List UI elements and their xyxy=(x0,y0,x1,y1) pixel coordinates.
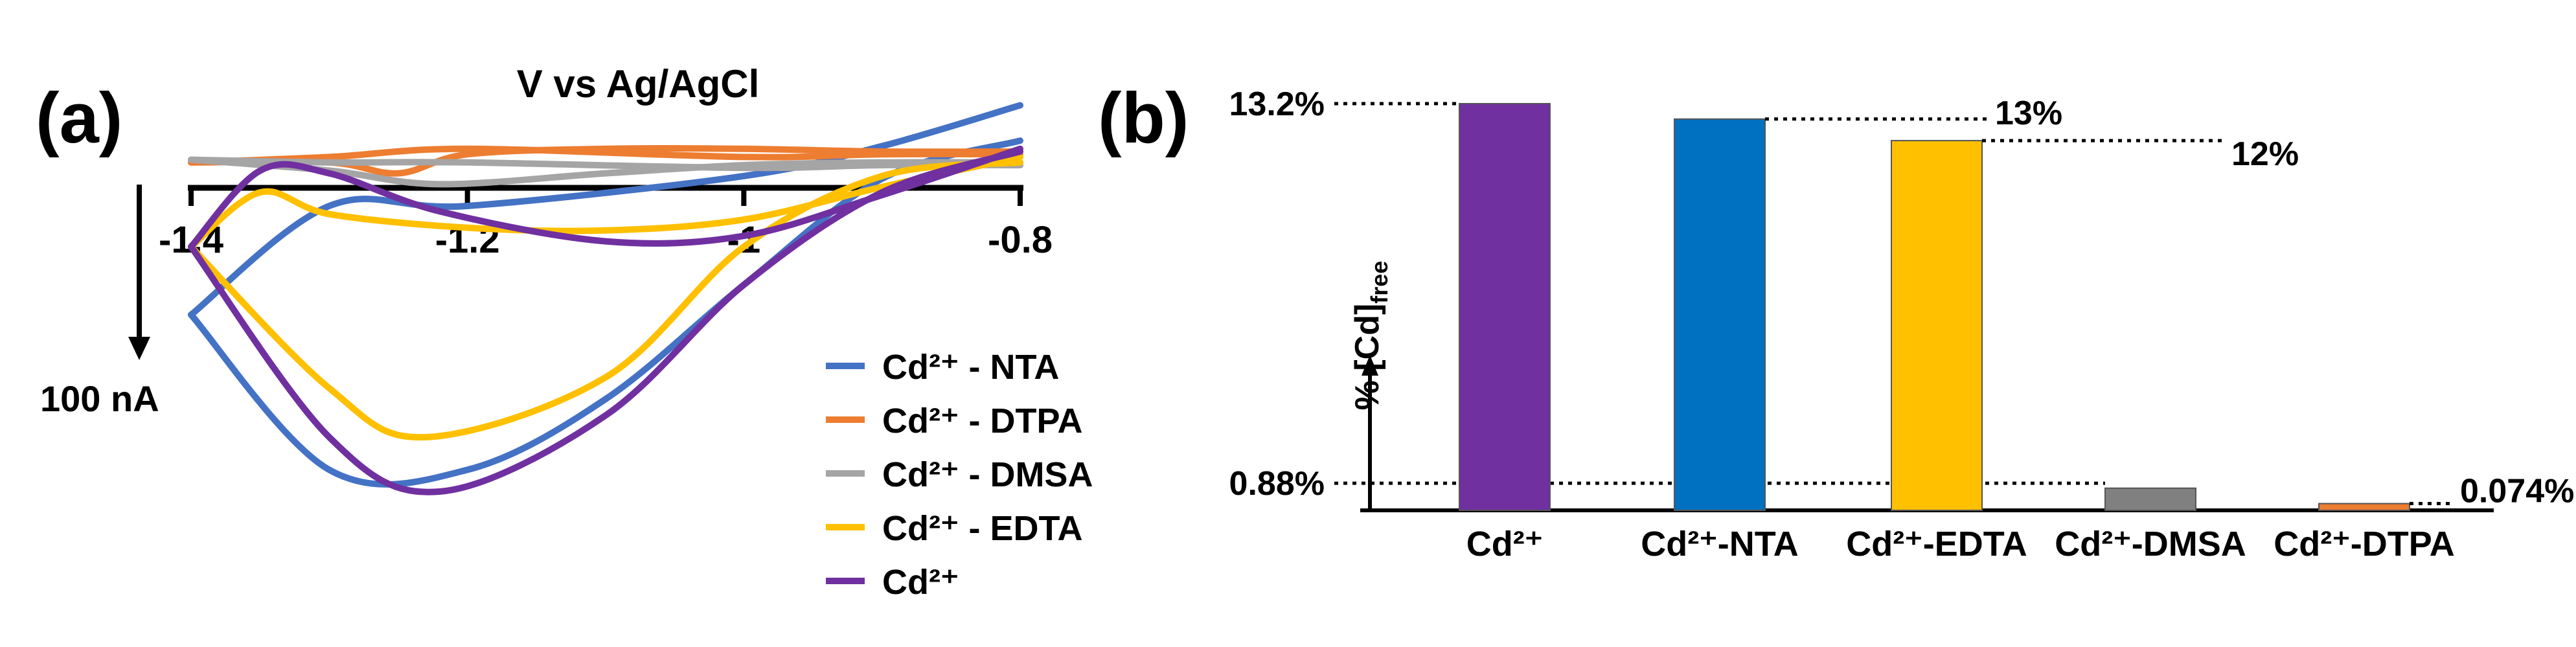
category-label: Cd²⁺-DTPA xyxy=(2274,525,2454,563)
panel-a-cyclic-voltammogram: (a) V vs Ag/AgCl -1.4 -1.2 -1 -0.8 100 nA C… xyxy=(36,62,1093,602)
bar xyxy=(2318,503,2410,511)
panel-a-x-axis-title: V vs Ag/AgCl xyxy=(517,62,760,106)
legend: Cd²⁺ - NTA Cd²⁺ - DTPA Cd²⁺ - DMSA Cd²⁺ - E… xyxy=(826,348,1093,602)
cv-curve-reverse xyxy=(188,137,1023,488)
y-axis-title-sub: free xyxy=(1366,261,1393,304)
value-label: 13% xyxy=(1995,95,2062,132)
y-marker-label: 0.88% xyxy=(1229,465,1325,503)
y-marker-label: 13.2% xyxy=(1229,85,1325,123)
legend-label: Cd²⁺ - DTPA xyxy=(882,402,1082,440)
cv-curve-reverse xyxy=(188,148,1023,495)
legend-label: Cd²⁺ xyxy=(882,563,959,602)
cv-curve-forward xyxy=(188,153,1023,250)
category-label: Cd²⁺-DMSA xyxy=(2055,525,2246,563)
scale-bar xyxy=(128,185,150,360)
legend-label: Cd²⁺ - EDTA xyxy=(882,509,1082,548)
value-label: 0.074% xyxy=(2460,473,2574,510)
cv-curve-reverse xyxy=(188,145,1023,166)
panel-b-y-axis-arrow xyxy=(1362,355,1378,479)
panel-b-y-axis-title: % [Cd]free xyxy=(1349,261,1393,411)
panel-b-bar-chart: (b) % [Cd]free 13.2% 0.88% Cd²⁺ Cd²⁺-NTA 13… xyxy=(1098,78,2574,563)
bar xyxy=(1674,118,1766,511)
bar xyxy=(2104,487,2196,512)
bar xyxy=(1459,103,1551,511)
value-label: 12% xyxy=(2231,135,2299,173)
panel-b-bars: Cd²⁺ Cd²⁺-NTA 13% Cd²⁺-EDTA 12% Cd²⁺-DMSA Cd²⁺… xyxy=(1459,95,2574,563)
category-label: Cd²⁺ xyxy=(1466,525,1543,563)
panel-b-label: (b) xyxy=(1098,78,1189,158)
bar xyxy=(1891,140,1983,512)
panel-b-y-markers: 13.2% 0.88% xyxy=(1229,85,2105,503)
x-tick-label: -0.8 xyxy=(988,219,1053,261)
panel-a-label: (a) xyxy=(36,78,122,158)
cv-curve-reverse xyxy=(188,156,1023,172)
scale-bar-label: 100 nA xyxy=(40,378,159,419)
category-label: Cd²⁺-NTA xyxy=(1641,525,1798,563)
legend-label: Cd²⁺ - NTA xyxy=(882,348,1059,387)
y-axis-title-main: % [Cd] xyxy=(1349,304,1386,411)
svg-text:% [Cd]free: % [Cd]free xyxy=(1349,261,1393,411)
panel-a-curves xyxy=(188,102,1023,495)
category-label: Cd²⁺-EDTA xyxy=(1846,525,2027,563)
cv-curve-reverse xyxy=(188,159,1023,441)
legend-label: Cd²⁺ - DMSA xyxy=(882,455,1093,494)
cv-curve-forward xyxy=(188,102,1023,318)
